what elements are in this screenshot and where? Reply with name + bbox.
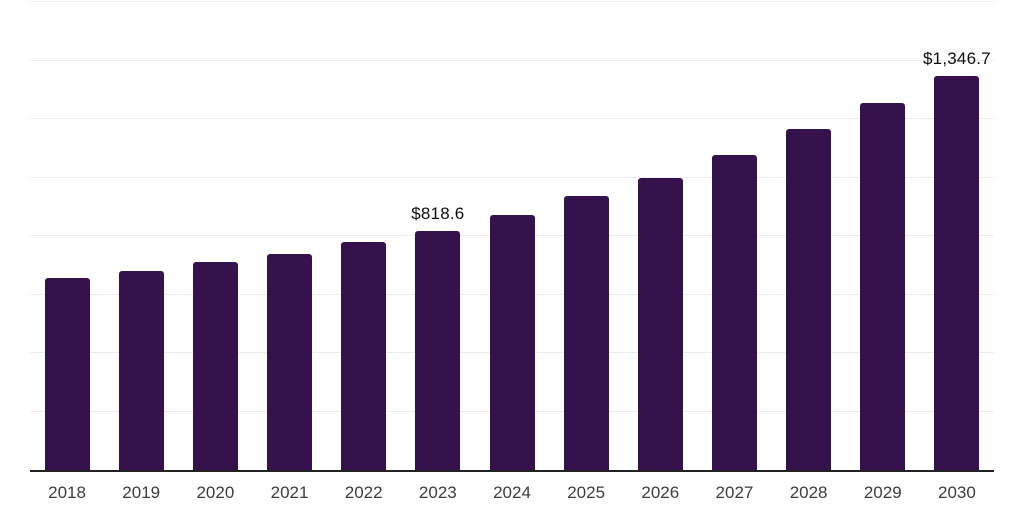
x-tick-label-2020: 2020 — [196, 483, 235, 502]
bar-2029 — [860, 103, 906, 470]
x-tick-label-2021: 2021 — [270, 483, 309, 502]
bar-value-label-2023: $818.6 — [411, 203, 465, 223]
gridline-1200 — [30, 118, 994, 119]
bar-2018 — [44, 277, 90, 470]
bar-2027 — [711, 154, 757, 470]
bar-2024 — [489, 214, 535, 470]
x-tick-label-2029: 2029 — [863, 483, 902, 502]
x-tick-label-2018: 2018 — [48, 483, 86, 502]
x-tick-label-2023: 2023 — [418, 483, 457, 502]
bar-2020 — [192, 262, 238, 470]
bar-2021 — [267, 253, 313, 470]
x-axis-line — [30, 470, 994, 472]
x-tick-label-2025: 2025 — [567, 483, 606, 502]
bar-2028 — [786, 128, 832, 470]
plot-area: $818.6 $1,346.7 — [30, 1, 994, 472]
bar-2023 — [415, 230, 461, 470]
bar-2025 — [563, 196, 609, 470]
x-tick-label-2028: 2028 — [789, 483, 828, 502]
x-tick-label-2026: 2026 — [641, 483, 680, 502]
bar-2022 — [341, 242, 387, 470]
x-tick-label-2030: 2030 — [938, 483, 976, 502]
bar-2030 — [934, 76, 980, 470]
gridline-1000 — [30, 176, 994, 178]
x-tick-label-2019: 2019 — [122, 483, 161, 502]
gridline-1600 — [30, 1, 994, 2]
x-tick-label-2022: 2022 — [344, 483, 383, 502]
x-tick-label-2024: 2024 — [493, 483, 531, 502]
bar-2026 — [637, 177, 683, 470]
bar-2019 — [118, 270, 164, 470]
bar-value-label-2030: $1,346.7 — [923, 49, 991, 69]
gridline-1400 — [30, 59, 994, 61]
x-tick-label-2027: 2027 — [715, 483, 754, 502]
